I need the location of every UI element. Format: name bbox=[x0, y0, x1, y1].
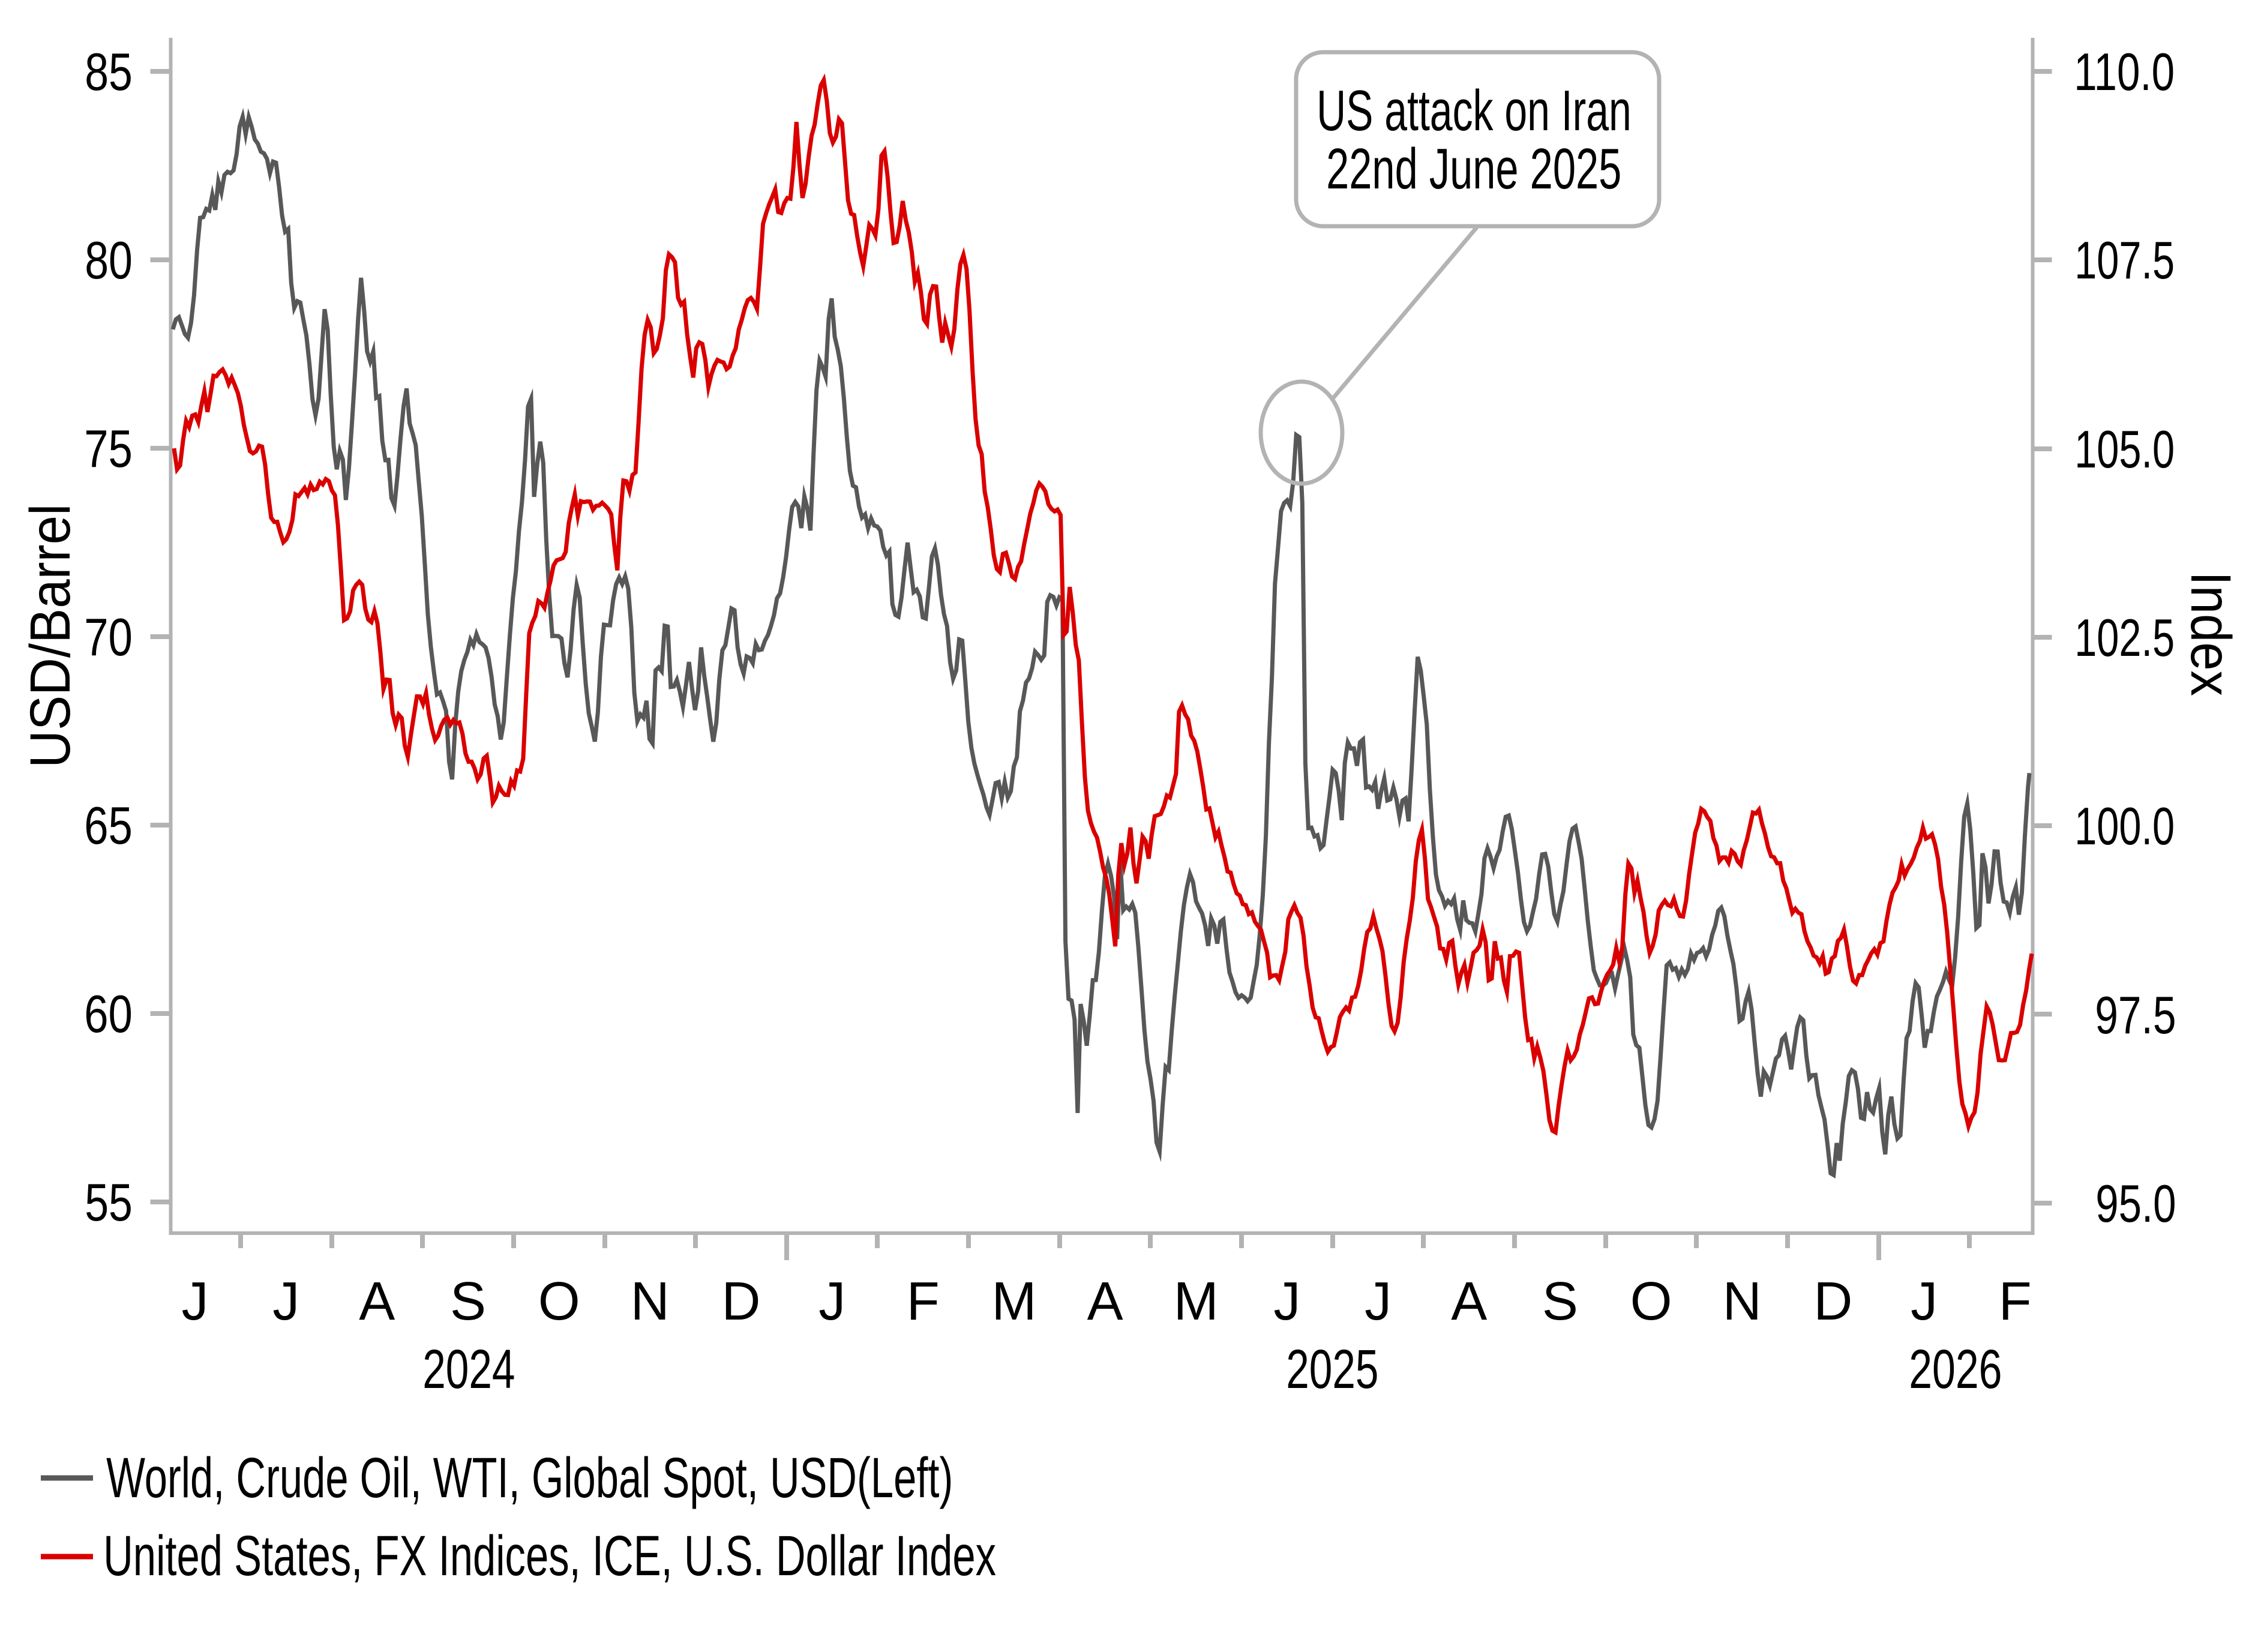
svg-text:A: A bbox=[359, 1272, 395, 1332]
svg-text:2024: 2024 bbox=[422, 1339, 515, 1400]
svg-text:D: D bbox=[1813, 1272, 1852, 1332]
svg-text:97.5: 97.5 bbox=[2095, 985, 2176, 1045]
svg-text:F: F bbox=[1999, 1272, 2032, 1332]
svg-text:2026: 2026 bbox=[1909, 1339, 2002, 1400]
svg-text:J: J bbox=[1911, 1272, 1938, 1332]
svg-text:J: J bbox=[1273, 1272, 1300, 1332]
svg-text:85: 85 bbox=[85, 42, 133, 101]
svg-text:M: M bbox=[992, 1272, 1037, 1332]
svg-text:80: 80 bbox=[85, 230, 133, 290]
svg-text:70: 70 bbox=[84, 607, 133, 667]
svg-text:Index: Index bbox=[2179, 571, 2242, 696]
svg-text:60: 60 bbox=[84, 984, 133, 1044]
svg-text:J: J bbox=[182, 1272, 209, 1332]
svg-text:55: 55 bbox=[85, 1173, 133, 1232]
svg-text:2025: 2025 bbox=[1286, 1339, 1378, 1400]
svg-text:S: S bbox=[450, 1272, 486, 1332]
svg-text:22nd June 2025: 22nd June 2025 bbox=[1326, 137, 1621, 201]
svg-text:N: N bbox=[1723, 1272, 1762, 1332]
svg-text:105.0: 105.0 bbox=[2074, 419, 2175, 479]
svg-text:US attack on Iran: US attack on Iran bbox=[1317, 79, 1632, 143]
svg-text:World, Crude Oil, WTI, Global: World, Crude Oil, WTI, Global Spot, USD(… bbox=[106, 1446, 953, 1510]
svg-text:N: N bbox=[631, 1272, 670, 1332]
svg-text:D: D bbox=[722, 1272, 761, 1332]
svg-text:United States, FX Indices, ICE: United States, FX Indices, ICE, U.S. Dol… bbox=[103, 1524, 996, 1588]
svg-text:J: J bbox=[272, 1272, 299, 1332]
svg-text:O: O bbox=[1630, 1272, 1672, 1332]
svg-text:107.5: 107.5 bbox=[2074, 230, 2175, 290]
svg-text:M: M bbox=[1174, 1272, 1219, 1332]
svg-text:USD/Barrel: USD/Barrel bbox=[19, 504, 82, 768]
svg-text:F: F bbox=[907, 1272, 940, 1332]
svg-text:100.0: 100.0 bbox=[2074, 796, 2175, 856]
svg-text:95.0: 95.0 bbox=[2095, 1174, 2176, 1233]
svg-text:A: A bbox=[1087, 1272, 1123, 1332]
svg-text:A: A bbox=[1451, 1272, 1487, 1332]
svg-text:110.0: 110.0 bbox=[2074, 42, 2175, 101]
svg-text:65: 65 bbox=[84, 796, 133, 855]
svg-text:O: O bbox=[538, 1272, 580, 1332]
svg-text:102.5: 102.5 bbox=[2074, 608, 2175, 667]
svg-text:S: S bbox=[1542, 1272, 1578, 1332]
svg-text:J: J bbox=[818, 1272, 845, 1332]
svg-text:J: J bbox=[1365, 1272, 1392, 1332]
svg-text:75: 75 bbox=[84, 419, 133, 478]
